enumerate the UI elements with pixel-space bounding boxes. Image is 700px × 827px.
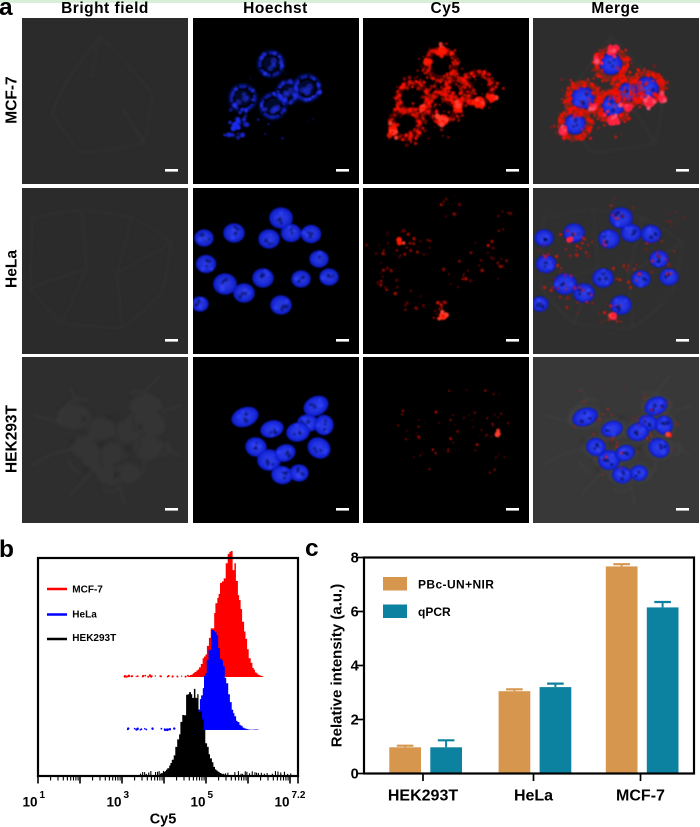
svg-text:10: 10	[106, 795, 121, 810]
svg-text:qPCR: qPCR	[418, 605, 451, 619]
svg-text:HeLa: HeLa	[72, 610, 97, 621]
svg-text:7.2: 7.2	[292, 790, 306, 801]
svg-text:Relative intensity (a.u.): Relative intensity (a.u.)	[330, 584, 346, 747]
svg-text:10: 10	[190, 795, 205, 810]
svg-text:2: 2	[351, 713, 359, 729]
svg-text:10: 10	[22, 795, 37, 810]
svg-text:HeLa: HeLa	[514, 788, 553, 805]
svg-text:1: 1	[40, 790, 46, 801]
svg-text:5: 5	[208, 790, 214, 801]
svg-text:10: 10	[274, 795, 289, 810]
svg-text:8: 8	[351, 551, 359, 567]
svg-text:0: 0	[351, 767, 359, 783]
svg-text:MCF-7: MCF-7	[72, 585, 103, 596]
svg-text:4: 4	[351, 659, 359, 675]
svg-text:PBc-UN+NIR: PBc-UN+NIR	[418, 578, 494, 592]
svg-text:MCF-7: MCF-7	[616, 788, 665, 805]
svg-text:Cy5: Cy5	[150, 812, 177, 827]
svg-text:HEK293T: HEK293T	[388, 788, 458, 805]
svg-text:HEK293T: HEK293T	[72, 633, 116, 644]
svg-text:3: 3	[124, 790, 130, 801]
svg-text:6: 6	[351, 605, 359, 621]
